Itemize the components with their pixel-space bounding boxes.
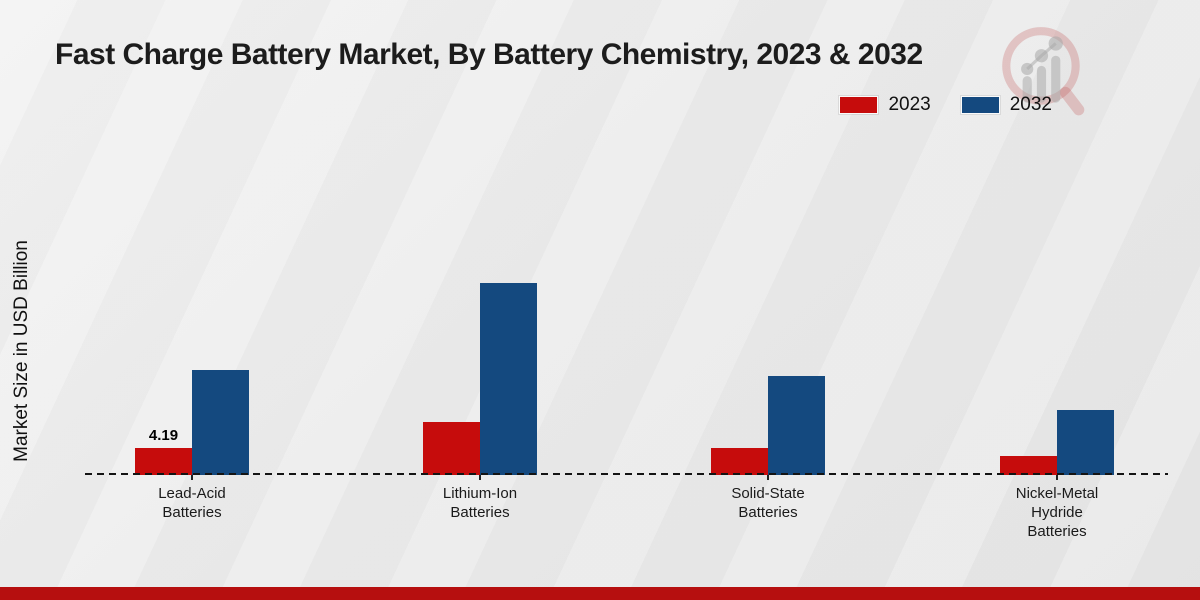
- x-axis-dashed-baseline: [85, 473, 1168, 475]
- category-label-nickel-metal-hydride-batteries: Nickel-Metal Hydride Batteries: [1015, 485, 1099, 540]
- axis-tick-solid-state-batteries: [767, 475, 769, 480]
- bar-2023-lead-acid-batteries: [135, 447, 192, 475]
- bar-2023-solid-state-batteries: [711, 448, 768, 475]
- axis-tick-nickel-metal-hydride-batteries: [1056, 475, 1058, 480]
- legend-item-2023: 2023: [839, 94, 931, 116]
- bar-2032-lithium-ion-batteries: [480, 282, 537, 475]
- category-label-lithium-ion-batteries: Lithium-Ion Batteries: [442, 485, 518, 521]
- bar-2032-solid-state-batteries: [768, 375, 825, 475]
- axis-tick-lead-acid-batteries: [191, 475, 193, 480]
- legend-label-2032: 2032: [1009, 94, 1052, 115]
- bottom-red-band: [0, 587, 1200, 600]
- legend-item-2032: 2032: [960, 94, 1052, 116]
- category-label-lead-acid-batteries: Lead-Acid Batteries: [158, 485, 226, 521]
- value-label-2023-lead-acid-batteries: 4.19: [148, 426, 179, 444]
- axis-tick-lithium-ion-batteries: [479, 475, 481, 480]
- chart-title: Fast Charge Battery Market, By Battery C…: [55, 38, 923, 71]
- category-label-solid-state-batteries: Solid-State Batteries: [731, 485, 805, 521]
- bar-2032-nickel-metal-hydride-batteries: [1057, 410, 1114, 475]
- bar-2032-lead-acid-batteries: [192, 370, 249, 475]
- legend-label-2023: 2023: [888, 94, 931, 115]
- legend: 2023 2032: [839, 94, 1052, 116]
- magnifier-growth-logo-icon: [1002, 27, 1085, 116]
- bar-2023-nickel-metal-hydride-batteries: [1000, 455, 1057, 475]
- legend-swatch-2023: [839, 96, 879, 114]
- bar-2023-lithium-ion-batteries: [423, 421, 480, 475]
- legend-swatch-2032: [960, 96, 1000, 114]
